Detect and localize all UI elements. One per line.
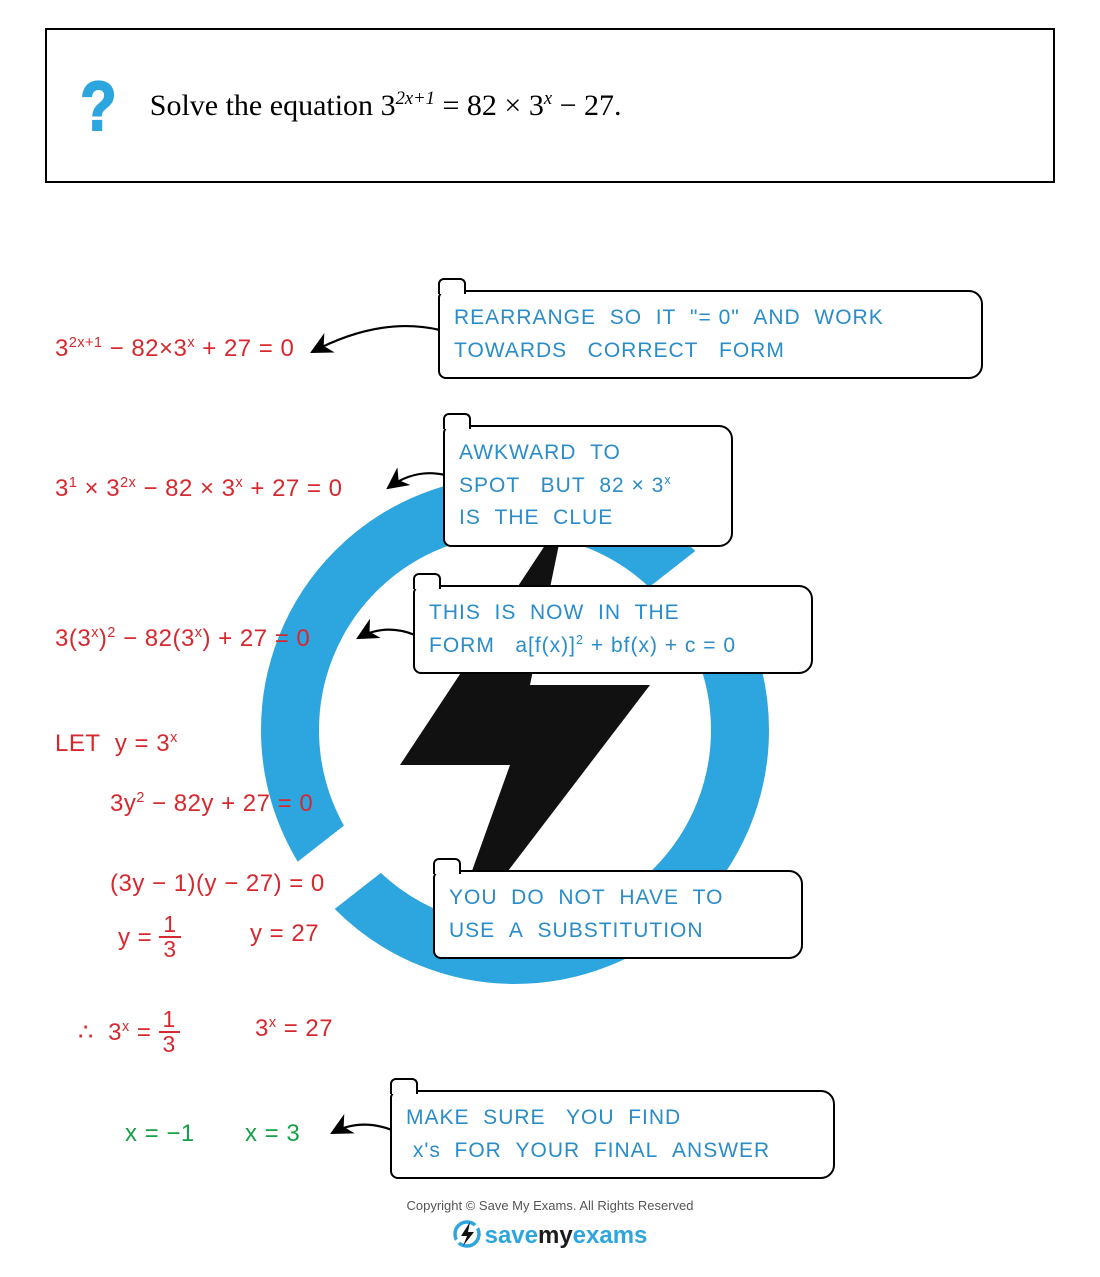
footer-logo-3: exams: [573, 1222, 648, 1249]
question-prefix: Solve the equation: [150, 89, 381, 122]
callout-4-text: YOU DO NOT HAVE TOUSE A SUBSTITUTION: [449, 886, 723, 942]
callout-tab-icon: [433, 858, 461, 874]
callout-5: MAKE SURE YOU FIND x's FOR YOUR FINAL AN…: [390, 1090, 835, 1179]
callout-2: AWKWARD TOSPOT BUT 82 × 3xIS THE CLUE: [443, 425, 733, 547]
question-box: ? Solve the equation 32x+1 = 82 × 3x − 2…: [45, 28, 1055, 183]
question-mark-icon: ?: [80, 66, 116, 146]
step-6: (3y − 1)(y − 27) = 0: [110, 870, 325, 898]
callout-tab-icon: [413, 573, 441, 589]
step-5: 3y2 − 82y + 27 = 0: [110, 790, 313, 818]
callout-3-text: THIS IS NOW IN THEFORM a[f(x)]2 + bf(x) …: [429, 601, 736, 657]
copyright-text: Copyright © Save My Exams. All Rights Re…: [0, 1198, 1100, 1213]
footer-logo: savemyexams: [0, 1220, 1100, 1250]
question-text: Solve the equation 32x+1 = 82 × 3x − 27.: [150, 88, 622, 123]
footer-logo-1: save: [485, 1222, 538, 1249]
callout-1: REARRANGE SO IT "= 0" AND WORKTOWARDS CO…: [438, 290, 983, 379]
callout-tab-icon: [390, 1078, 418, 1094]
callout-2-text: AWKWARD TOSPOT BUT 82 × 3xIS THE CLUE: [459, 441, 672, 529]
bolt-icon: [453, 1220, 481, 1248]
callout-1-text: REARRANGE SO IT "= 0" AND WORKTOWARDS CO…: [454, 306, 884, 362]
step-4: LET y = 3x: [55, 730, 178, 758]
step-3: 3(3x)2 − 82(3x) + 27 = 0: [55, 625, 310, 653]
answer-b: x = 3: [245, 1120, 300, 1148]
question-equation: 32x+1 = 82 × 3x − 27.: [381, 89, 622, 122]
callout-tab-icon: [438, 278, 466, 294]
callout-5-text: MAKE SURE YOU FIND x's FOR YOUR FINAL AN…: [406, 1106, 770, 1162]
callout-tab-icon: [443, 413, 471, 429]
callout-3: THIS IS NOW IN THEFORM a[f(x)]2 + bf(x) …: [413, 585, 813, 674]
footer-logo-2: my: [538, 1222, 573, 1249]
step-8a: ∴ 3x = 13: [78, 1010, 180, 1058]
step-1: 32x+1 − 82×3x + 27 = 0: [55, 335, 294, 363]
arrow-5: [332, 1125, 392, 1133]
step-7a: y = 13: [118, 915, 181, 963]
step-2: 31 × 32x − 82 × 3x + 27 = 0: [55, 475, 342, 503]
answer-a: x = −1: [125, 1120, 195, 1148]
arrow-1: [312, 326, 440, 352]
step-7b: y = 27: [250, 920, 319, 948]
callout-4: YOU DO NOT HAVE TOUSE A SUBSTITUTION: [433, 870, 803, 959]
step-8b: 3x = 27: [255, 1015, 333, 1043]
